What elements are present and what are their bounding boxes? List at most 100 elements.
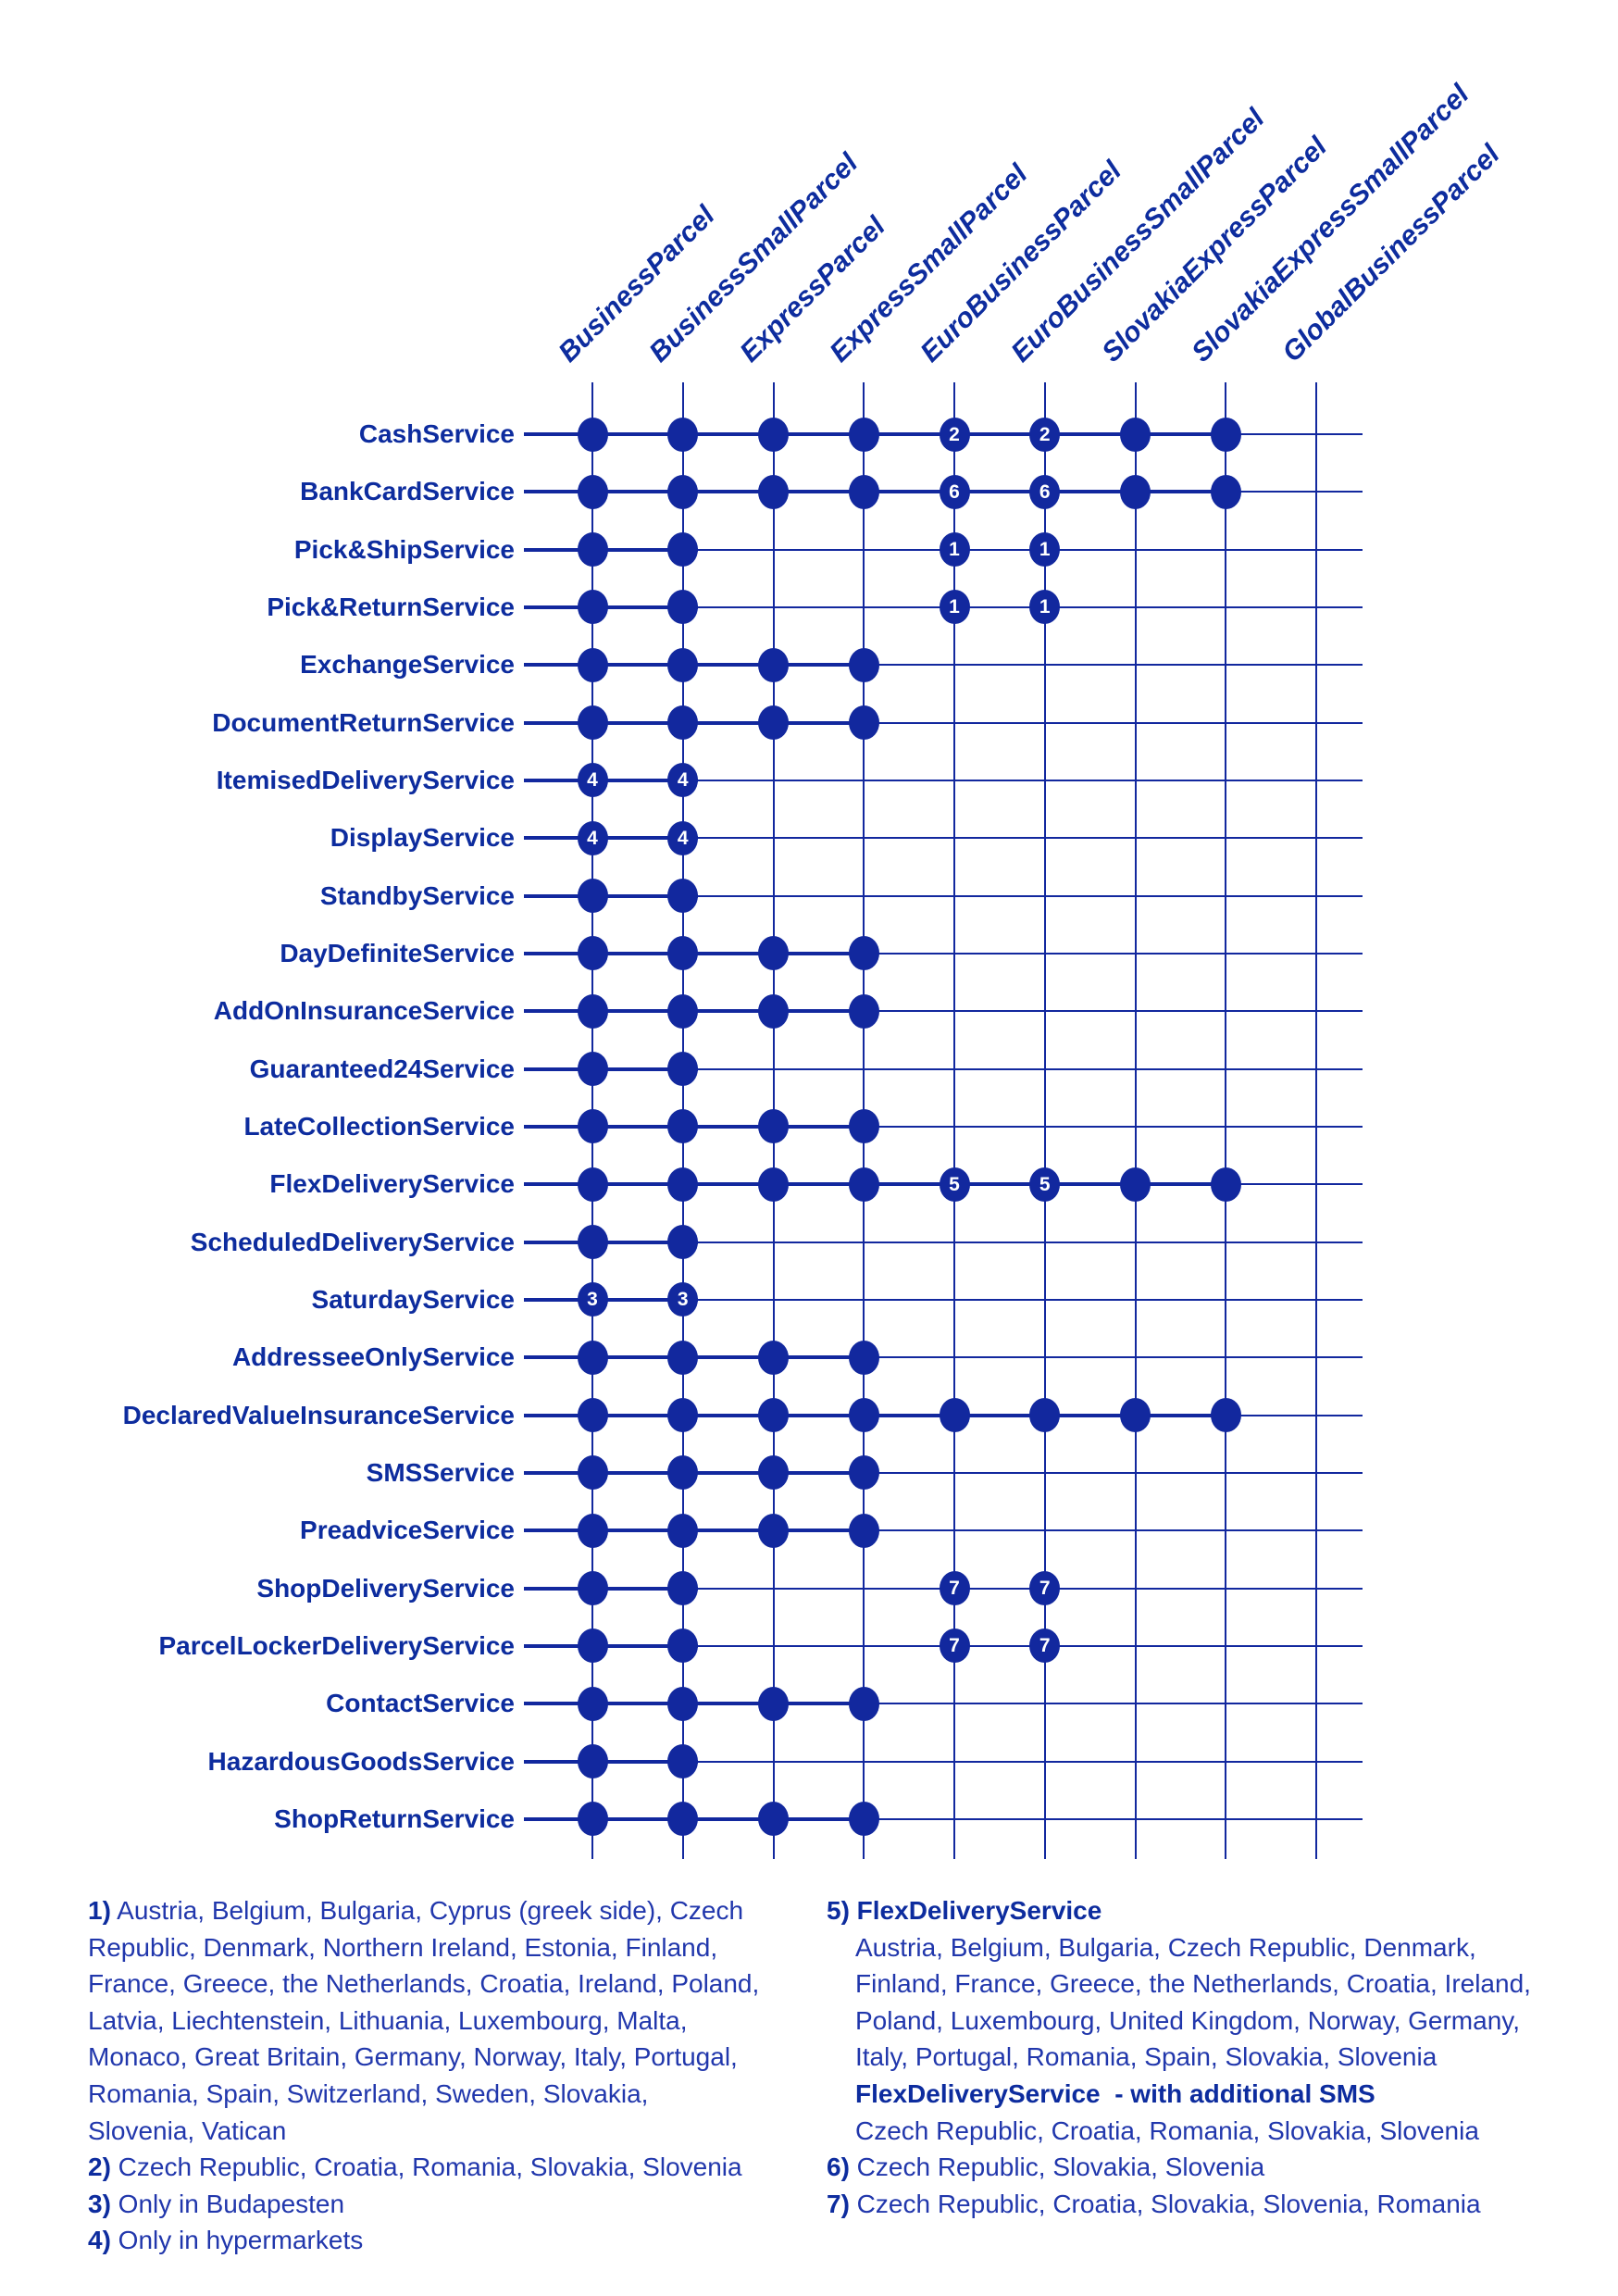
grid-row-line-bold — [524, 1124, 879, 1129]
row-label: ShopDeliveryService — [256, 1573, 515, 1603]
service-dot — [667, 474, 699, 509]
grid-row-line-bold — [524, 663, 879, 668]
service-dot — [848, 1109, 879, 1144]
grid-row-line — [524, 779, 1363, 781]
footnote-line: Finland, France, Greece, the Netherlands… — [855, 1969, 1531, 1999]
service-dot-footnote: 2 — [939, 417, 970, 452]
service-dot — [577, 1109, 608, 1144]
grid-row-line-bold — [524, 490, 1241, 494]
service-dot — [1210, 474, 1241, 509]
service-dot — [577, 1340, 608, 1375]
row-label: HazardousGoodsService — [207, 1746, 515, 1776]
grid-row-line-bold — [524, 1586, 698, 1591]
grid-row-line-bold — [524, 1816, 879, 1821]
row-label: Guaranteed24Service — [249, 1054, 515, 1083]
grid-row-line — [524, 1760, 1363, 1763]
service-dot-footnote: 7 — [939, 1628, 970, 1664]
service-dot — [939, 1398, 970, 1433]
grid-row-line-bold — [524, 1759, 698, 1764]
row-label: PreadviceService — [300, 1516, 515, 1545]
service-dot — [667, 1455, 699, 1491]
grid-row-line-bold — [524, 1529, 879, 1533]
service-dot-footnote: 4 — [577, 763, 608, 798]
footnote-line: 5) FlexDeliveryService — [827, 1896, 1102, 1925]
service-dot — [758, 705, 789, 741]
grid-row-line — [524, 1010, 1363, 1013]
service-dot — [667, 1167, 699, 1202]
service-dot — [577, 647, 608, 682]
service-dot — [667, 1109, 699, 1144]
row-label: ScheduledDeliveryService — [190, 1227, 515, 1256]
service-dot-footnote: 7 — [1029, 1628, 1061, 1664]
row-label: AddresseeOnlyService — [231, 1342, 515, 1372]
service-dot — [848, 1455, 879, 1491]
service-dot-footnote: 1 — [1029, 590, 1061, 625]
service-dot — [1210, 1398, 1241, 1433]
service-dot — [667, 993, 699, 1029]
service-dot — [758, 1109, 789, 1144]
grid-column-line — [1134, 382, 1137, 1859]
row-label: DayDefiniteService — [280, 938, 515, 967]
service-dot — [758, 417, 789, 452]
row-label: ParcelLockerDeliveryService — [158, 1630, 516, 1660]
service-dot-footnote: 4 — [577, 820, 608, 855]
footnote-line: Austria, Belgium, Bulgaria, Czech Republ… — [855, 1932, 1476, 1962]
service-dot — [577, 1686, 608, 1721]
footnote-line: Monaco, Great Britain, Germany, Norway, … — [88, 2042, 738, 2072]
footnote-line: Poland, Luxembourg, United Kingdom, Norw… — [855, 2005, 1520, 2035]
footnote-line: Czech Republic, Croatia, Romania, Slovak… — [855, 2115, 1479, 2145]
grid-row-line-bold — [524, 547, 698, 552]
service-dot-footnote: 1 — [939, 532, 970, 568]
service-dot — [577, 1571, 608, 1606]
service-dot — [577, 1628, 608, 1664]
grid-row-line — [524, 1067, 1363, 1070]
service-dot — [577, 474, 608, 509]
service-dot — [667, 532, 699, 568]
service-dot — [758, 647, 789, 682]
grid-row-line-bold — [524, 1297, 698, 1302]
grid-row-line-bold — [524, 720, 879, 725]
service-dot — [577, 1167, 608, 1202]
service-dot — [667, 417, 699, 452]
grid-row-line-bold — [524, 1355, 879, 1360]
service-dot — [1120, 1167, 1151, 1202]
service-dot — [848, 474, 879, 509]
footnote-line: Latvia, Liechtenstein, Lithuania, Luxemb… — [88, 2005, 688, 2035]
row-label: Pick&ReturnService — [267, 592, 515, 621]
service-dot-footnote: 1 — [1029, 532, 1061, 568]
service-dot — [577, 1802, 608, 1837]
footnote-line: Republic, Denmark, Northern Ireland, Est… — [88, 1932, 718, 1962]
grid-row-line-bold — [524, 1470, 879, 1475]
footnote-line: 7) Czech Republic, Croatia, Slovakia, Sl… — [827, 2189, 1481, 2218]
service-dot — [758, 1398, 789, 1433]
service-dot — [667, 1052, 699, 1087]
footnotes-right: 5) FlexDeliveryService Austria, Belgium, … — [827, 1892, 1531, 2222]
service-dot — [1029, 1398, 1061, 1433]
service-dot-footnote: 1 — [939, 590, 970, 625]
service-dot — [667, 1571, 699, 1606]
grid-row-line — [524, 1471, 1363, 1474]
grid-row-line — [524, 1817, 1363, 1820]
service-dot-footnote: 6 — [1029, 474, 1061, 509]
service-dot — [667, 1686, 699, 1721]
service-dot — [758, 1340, 789, 1375]
service-dot — [1210, 417, 1241, 452]
service-dot — [667, 647, 699, 682]
footnote-line: FlexDeliveryService - with additional SM… — [855, 2078, 1375, 2108]
footnote-line: 6) Czech Republic, Slovakia, Slovenia — [827, 2152, 1265, 2182]
grid-row-line — [524, 894, 1363, 897]
service-dot — [667, 1398, 699, 1433]
row-label: CashService — [358, 419, 515, 448]
footnote-line: 1) Austria, Belgium, Bulgaria, Cyprus (g… — [88, 1896, 744, 1925]
service-dot-footnote: 7 — [1029, 1571, 1061, 1606]
row-label: ExchangeService — [300, 650, 515, 680]
grid-row-line — [524, 1529, 1363, 1532]
grid-row-line-bold — [524, 1413, 1241, 1417]
service-dot — [758, 1455, 789, 1491]
service-dot — [577, 1513, 608, 1548]
service-dot-footnote: 2 — [1029, 417, 1061, 452]
service-dot — [848, 1398, 879, 1433]
grid-row-line-bold — [524, 1643, 698, 1648]
footnote-line: Slovenia, Vatican — [88, 2115, 287, 2145]
grid-row-line-bold — [524, 893, 698, 898]
